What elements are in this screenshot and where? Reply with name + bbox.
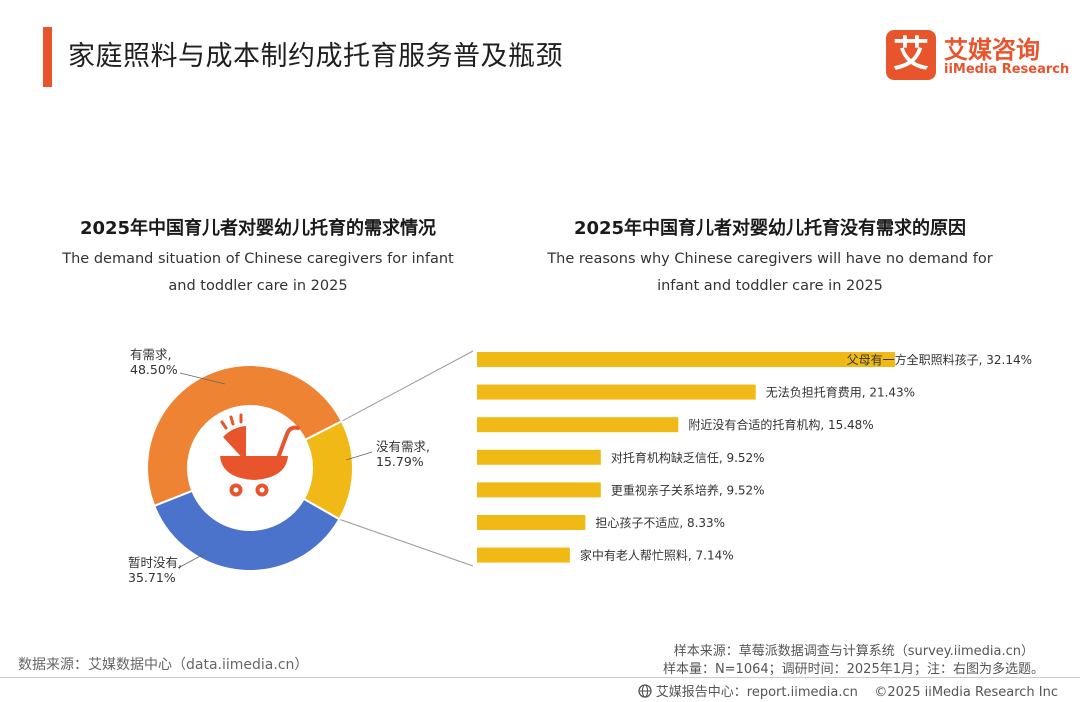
donut-slice-3 (152, 489, 341, 572)
connector-line-bottom (339, 518, 474, 567)
stroller-basket (220, 456, 288, 480)
bar-chart: 父母有一方全职照料孩子, 32.14% 无法负担托育费用, 21.43% 附近没有合… (477, 352, 1032, 563)
donut-value-2: 15.79% (376, 454, 424, 469)
donut-label-1: 有需求, (130, 347, 171, 362)
bar-data-label-1: 父母有一方全职照料孩子, 32.14% (847, 352, 1032, 367)
donut-value-1: 48.50% (130, 362, 178, 377)
stroller-hub-right (259, 487, 265, 493)
bar-4 (477, 449, 601, 465)
sample-source: 样本来源：草莓派数据调查与计算系统（survey.iimedia.cn） (673, 644, 1034, 659)
copyright: ©2025 iiMedia Research Inc (874, 685, 1058, 700)
donut-label-2: 没有需求, (376, 439, 430, 454)
donut-leader-1 (179, 372, 226, 385)
report-center: 艾媒报告中心：report.iimedia.cn (655, 685, 858, 700)
bar-data-label-2: 无法负担托育费用, 21.43% (766, 385, 915, 400)
bar-subtitle-line-2: infant and toddler care in 2025 (657, 278, 883, 294)
page-title: 家庭照料与成本制约成托育服务普及瓶颈 (68, 41, 563, 72)
donut-slice-1 (146, 364, 344, 508)
donut-chart-title: 2025年中国育儿者对婴幼儿托育的需求情况 (79, 218, 437, 239)
bar-chart-subtitle: The reasons why Chinese caregivers will … (525, 246, 1015, 300)
bar-1 (477, 352, 895, 367)
globe-icon (638, 684, 652, 698)
bar-chart-header: 2025年中国育儿者对婴幼儿托育没有需求的原因 The reasons why … (525, 214, 1015, 300)
logo-name-en: iiMedia Research (944, 62, 1070, 77)
stroller-handle (276, 425, 300, 460)
donut-labels: 有需求,48.50% 没有需求,15.79% 暂时没有,35.71% (128, 347, 430, 585)
donut-chart (146, 364, 354, 572)
donut-leader-2 (345, 451, 373, 461)
bar-chart-title: 2025年中国育儿者对婴幼儿托育没有需求的原因 (573, 218, 967, 239)
stroller-canopy (223, 426, 246, 462)
logo-name-cn: 艾媒咨询 (944, 36, 1040, 64)
bar-data-label-6: 担心孩子不适应, 8.33% (595, 515, 725, 530)
bar-7 (477, 547, 570, 563)
donut-chart-header: 2025年中国育儿者对婴幼儿托育的需求情况 The demand situati… (38, 214, 478, 300)
logo-mark: 艾 (886, 30, 936, 80)
bar-data-label-3: 附近没有合适的托育机构, 15.48% (688, 417, 873, 432)
stroller-hub-left (233, 487, 239, 493)
title-accent-bar (43, 27, 52, 87)
stroller-icon (220, 413, 300, 497)
footer-divider (0, 677, 1080, 678)
donut-subtitle-line-1: The demand situation of Chinese caregive… (62, 251, 454, 267)
data-source: 数据来源：艾媒数据中心（data.iimedia.cn） (18, 657, 309, 673)
donut-leader-3 (177, 552, 207, 569)
donut-chart-subtitle: The demand situation of Chinese caregive… (38, 246, 478, 300)
bar-subtitle-line-1: The reasons why Chinese caregivers will … (547, 251, 993, 267)
bar-data-label-5: 更重视亲子关系培养, 9.52% (611, 482, 765, 497)
bar-data-label-4: 对托育机构缺乏信任, 9.52% (611, 450, 765, 465)
bar-6 (477, 515, 586, 530)
bar-5 (477, 482, 601, 498)
connector-line-top (341, 350, 474, 422)
connector-lines (339, 350, 474, 567)
footer-credits: 艾媒报告中心：report.iimedia.cn ©2025 iiMedia R… (638, 681, 1058, 700)
donut-label-3: 暂时没有, (128, 555, 182, 570)
donut-subtitle-line-2: and toddler care in 2025 (168, 278, 348, 294)
bar-data-label-7: 家中有老人帮忙照料, 7.14% (580, 548, 734, 563)
bar-2 (477, 384, 756, 400)
bar-3 (477, 417, 679, 433)
donut-value-3: 35.71% (128, 570, 176, 585)
stroller-canopy-ruffle (220, 413, 243, 430)
sample-info: 样本量：N=1064；调研时间：2025年1月；注：右图为多选题。 (662, 662, 1044, 677)
brand-logo: 艾 艾媒咨询 iiMedia Research (886, 28, 1069, 82)
